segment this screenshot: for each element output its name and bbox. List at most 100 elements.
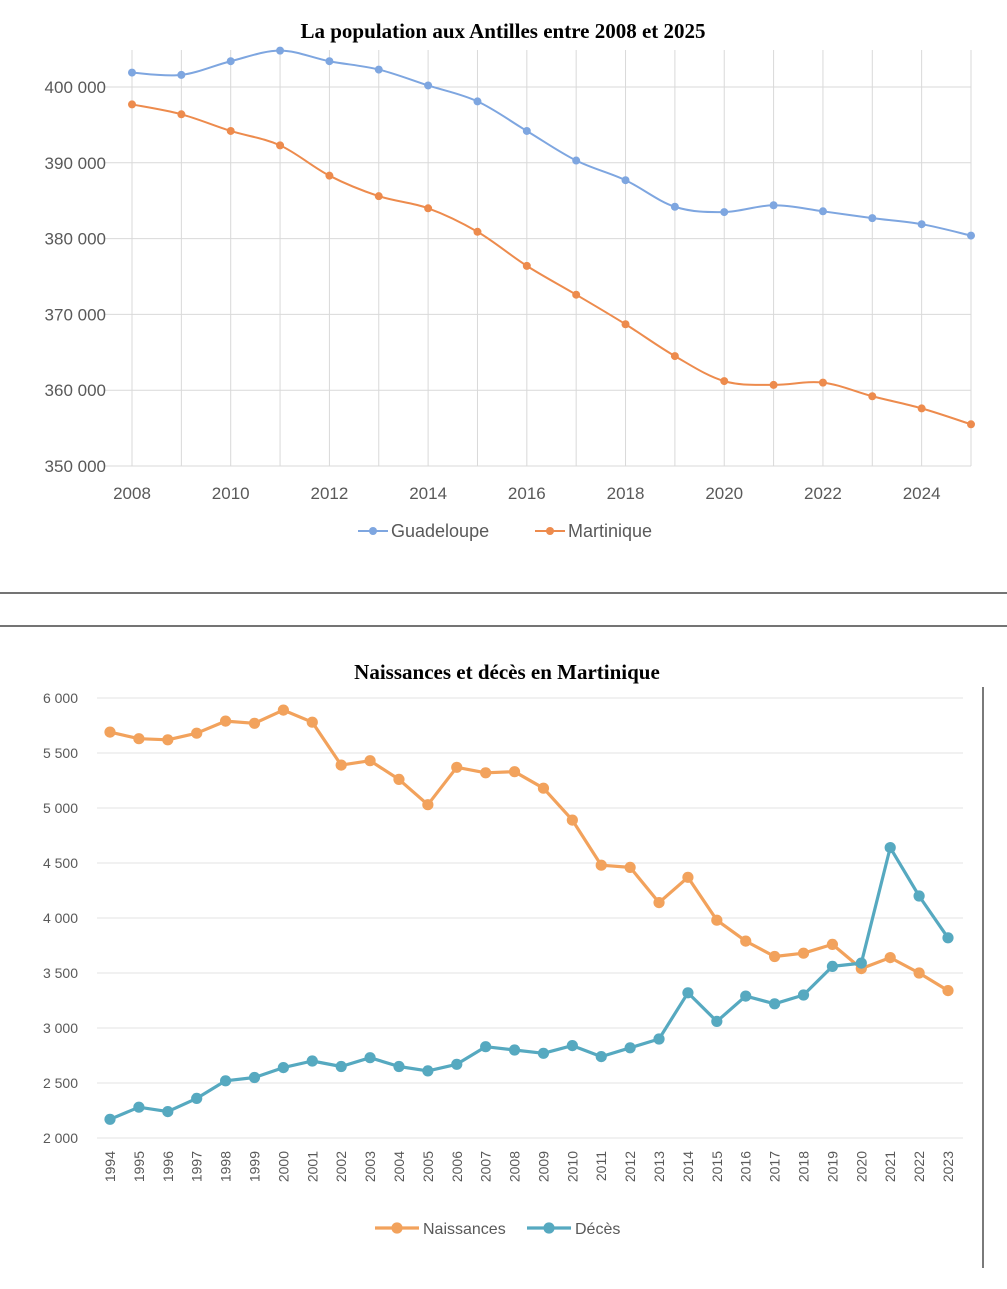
data-point-guadeloupe bbox=[868, 214, 877, 223]
data-point-naissances bbox=[104, 726, 116, 738]
data-point-naissances bbox=[508, 766, 521, 778]
x-tick-label: 2001 bbox=[304, 1151, 320, 1182]
y-tick-label: 2 500 bbox=[43, 1075, 78, 1091]
series-line-guadeloupe bbox=[131, 49, 972, 237]
x-tick-label: 2014 bbox=[409, 484, 447, 503]
x-tick-label: 2016 bbox=[738, 1151, 754, 1182]
x-tick-label: 2006 bbox=[449, 1151, 465, 1182]
data-point-naissances bbox=[595, 859, 607, 871]
data-point-naissances bbox=[624, 861, 636, 874]
data-point-martinique bbox=[670, 352, 679, 361]
y-tick-label: 5 500 bbox=[43, 745, 78, 761]
data-point-naissances bbox=[826, 938, 839, 951]
data-point-deces bbox=[595, 1051, 607, 1063]
data-point-deces bbox=[826, 960, 839, 973]
y-tick-label: 4 500 bbox=[43, 855, 78, 871]
x-tick-label: 1996 bbox=[160, 1151, 176, 1182]
data-point-naissances bbox=[191, 727, 203, 739]
y-tick-label: 2 000 bbox=[43, 1130, 78, 1146]
data-point-guadeloupe bbox=[720, 208, 729, 217]
data-point-naissances bbox=[451, 761, 463, 773]
data-point-deces bbox=[248, 1071, 261, 1084]
legend-marker bbox=[546, 527, 554, 535]
data-point-guadeloupe bbox=[473, 97, 482, 106]
data-point-guadeloupe bbox=[276, 46, 285, 55]
series-deces bbox=[104, 842, 954, 1125]
x-tick-label: 2018 bbox=[796, 1151, 812, 1182]
data-point-martinique bbox=[818, 378, 827, 387]
population-chart-title: La population aux Antilles entre 2008 et… bbox=[300, 19, 705, 43]
data-point-deces bbox=[711, 1015, 723, 1027]
data-point-deces bbox=[942, 932, 954, 944]
x-tick-label: 2012 bbox=[622, 1151, 638, 1182]
data-point-deces bbox=[653, 1033, 665, 1045]
data-point-deces bbox=[855, 957, 867, 969]
data-point-martinique bbox=[868, 392, 877, 401]
data-point-guadeloupe bbox=[374, 65, 383, 74]
x-tick-label: 2004 bbox=[391, 1151, 407, 1182]
series-line-martinique bbox=[131, 103, 972, 426]
data-point-martinique bbox=[177, 110, 186, 119]
data-point-deces bbox=[133, 1101, 145, 1113]
x-tick-label: 2015 bbox=[709, 1151, 725, 1182]
data-point-martinique bbox=[720, 377, 729, 386]
data-point-deces bbox=[480, 1041, 492, 1053]
data-point-naissances bbox=[133, 733, 145, 745]
x-tick-label: 1999 bbox=[246, 1151, 262, 1182]
data-point-guadeloupe bbox=[818, 207, 827, 216]
legend-label: Naissances bbox=[423, 1221, 506, 1238]
y-tick-label: 400 000 bbox=[45, 78, 106, 97]
x-tick-label: 2008 bbox=[113, 484, 151, 503]
data-point-naissances bbox=[797, 947, 810, 959]
data-point-guadeloupe bbox=[769, 201, 778, 210]
y-tick-label: 350 000 bbox=[45, 457, 106, 476]
x-tick-label: 2007 bbox=[478, 1151, 494, 1182]
data-point-martinique bbox=[128, 100, 136, 109]
data-point-guadeloupe bbox=[325, 57, 334, 66]
data-point-deces bbox=[508, 1044, 521, 1056]
data-point-martinique bbox=[769, 380, 778, 389]
data-point-martinique bbox=[473, 227, 482, 236]
data-point-naissances bbox=[219, 715, 232, 727]
y-tick-label: 3 500 bbox=[43, 965, 78, 981]
data-point-guadeloupe bbox=[967, 231, 975, 240]
data-point-deces bbox=[306, 1055, 318, 1067]
legend-marker bbox=[369, 527, 377, 535]
data-point-naissances bbox=[942, 985, 954, 997]
data-point-guadeloupe bbox=[572, 156, 581, 165]
x-tick-label: 1998 bbox=[218, 1151, 234, 1182]
x-tick-label: 2008 bbox=[507, 1151, 523, 1182]
x-tick-label: 2009 bbox=[535, 1151, 551, 1182]
x-tick-label: 2005 bbox=[420, 1151, 436, 1182]
data-point-naissances bbox=[480, 767, 492, 779]
y-tick-label: 370 000 bbox=[45, 305, 106, 324]
data-point-deces bbox=[219, 1075, 232, 1087]
data-point-martinique bbox=[325, 171, 334, 180]
legend-label: Décès bbox=[575, 1221, 620, 1238]
data-point-martinique bbox=[621, 320, 630, 329]
x-tick-label: 2017 bbox=[767, 1151, 783, 1182]
x-tick-label: 2024 bbox=[903, 484, 941, 503]
series-line-deces bbox=[109, 846, 950, 1121]
data-point-naissances bbox=[537, 782, 550, 794]
data-point-martinique bbox=[276, 141, 285, 150]
data-point-naissances bbox=[682, 871, 694, 883]
data-point-deces bbox=[191, 1092, 203, 1104]
x-tick-label: 2020 bbox=[705, 484, 743, 503]
data-point-guadeloupe bbox=[522, 126, 531, 135]
data-point-naissances bbox=[306, 716, 318, 728]
data-point-naissances bbox=[913, 967, 925, 979]
data-point-martinique bbox=[967, 420, 975, 429]
series-guadeloupe bbox=[128, 46, 975, 240]
data-point-martinique bbox=[917, 404, 926, 413]
data-point-guadeloupe bbox=[917, 220, 926, 229]
data-point-naissances bbox=[884, 952, 896, 964]
data-point-naissances bbox=[335, 759, 347, 771]
data-point-naissances bbox=[393, 773, 405, 786]
x-tick-label: 2014 bbox=[680, 1151, 696, 1182]
data-point-guadeloupe bbox=[128, 68, 136, 77]
data-point-guadeloupe bbox=[177, 70, 186, 79]
data-point-naissances bbox=[711, 914, 723, 926]
